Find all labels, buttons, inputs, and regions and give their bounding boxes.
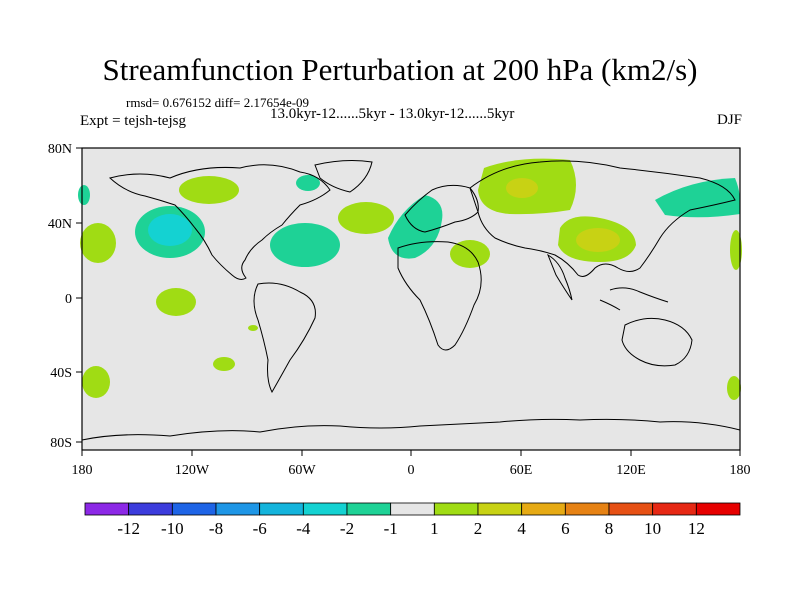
lon-tick-label: 0 bbox=[408, 463, 415, 478]
colorbar-swatch bbox=[695, 502, 741, 516]
contour-blob bbox=[270, 223, 340, 267]
contour-blob bbox=[388, 195, 443, 259]
coast-south-america bbox=[253, 282, 316, 394]
colorbar-label: -4 bbox=[296, 519, 311, 538]
contour-blob bbox=[506, 178, 538, 198]
lat-tick-label: 0 bbox=[65, 292, 72, 307]
colorbar-swatch bbox=[128, 502, 173, 516]
coast-islands bbox=[599, 287, 669, 311]
colorbar: -12 -10 -8 -6 -4 -2 -1 1 2 4 6 8 10 12 bbox=[84, 502, 741, 538]
colorbar-swatch bbox=[346, 502, 392, 516]
colorbar-label: -2 bbox=[340, 519, 354, 538]
colorbar-swatch bbox=[390, 502, 435, 516]
lon-tick-label: 180 bbox=[730, 463, 751, 478]
coast-asia bbox=[469, 160, 736, 277]
contour-blob bbox=[213, 357, 235, 371]
contour-blob bbox=[248, 325, 258, 331]
contour-blob bbox=[727, 376, 741, 400]
coast-north-america bbox=[108, 164, 331, 280]
lon-tick-label: 120W bbox=[175, 463, 210, 478]
contour-blob bbox=[450, 240, 490, 268]
colorbar-swatch bbox=[259, 502, 304, 516]
colorbar-swatch bbox=[215, 502, 261, 516]
colorbar-label: 4 bbox=[517, 519, 526, 538]
colorbar-label: -10 bbox=[161, 519, 184, 538]
contour-blob bbox=[156, 288, 196, 316]
colorbar-label: -12 bbox=[117, 519, 140, 538]
colorbar-label: -8 bbox=[209, 519, 223, 538]
experiment-label: Expt = tejsh-tejsg bbox=[80, 113, 186, 129]
lon-axis: 180 120W 60W 0 60E 120E 180 bbox=[72, 450, 751, 478]
lat-tick-label: 80S bbox=[50, 436, 72, 451]
colorbar-swatch bbox=[171, 502, 217, 516]
chart-title: Streamfunction Perturbation at 200 hPa (… bbox=[102, 52, 698, 87]
lon-tick-label: 120E bbox=[616, 463, 646, 478]
lon-tick-label: 180 bbox=[72, 463, 93, 478]
stats-label: rmsd= 0.676152 diff= 2.17654e-09 bbox=[126, 95, 310, 110]
contour-blob bbox=[80, 223, 116, 263]
lat-tick-label: 40S bbox=[50, 366, 72, 381]
colorbar-label: 8 bbox=[605, 519, 614, 538]
coast-africa bbox=[397, 241, 482, 351]
colorbar-label: 10 bbox=[644, 519, 661, 538]
contour-blob bbox=[655, 178, 741, 218]
lon-tick-label: 60E bbox=[510, 463, 533, 478]
contour-blob bbox=[338, 202, 394, 234]
coast-india bbox=[546, 253, 573, 301]
contour-blob bbox=[78, 185, 90, 205]
contour-blob bbox=[179, 176, 239, 204]
colorbar-swatch bbox=[521, 502, 566, 516]
colorbar-label: -1 bbox=[384, 519, 398, 538]
lat-axis: 80N 40N 0 40S 80S bbox=[48, 142, 82, 451]
colorbar-swatch bbox=[477, 502, 523, 516]
colorbar-swatch bbox=[302, 502, 348, 516]
contour-blob bbox=[82, 366, 110, 398]
contour-blob bbox=[576, 228, 620, 252]
coast-australia bbox=[621, 317, 693, 367]
comparison-label: 13.0kyr-12......5kyr - 13.0kyr-12......5… bbox=[270, 106, 515, 122]
colorbar-label: 6 bbox=[561, 519, 570, 538]
coastlines bbox=[81, 160, 741, 441]
lat-tick-label: 40N bbox=[48, 217, 72, 232]
lat-tick-label: 80N bbox=[48, 142, 72, 157]
colorbar-label: -6 bbox=[253, 519, 267, 538]
coast-greenland bbox=[314, 160, 373, 193]
lon-tick-label: 60W bbox=[288, 463, 316, 478]
coast-antarctica bbox=[81, 418, 741, 441]
contour-blob bbox=[148, 214, 192, 246]
colorbar-swatch bbox=[433, 502, 479, 516]
contour-blob bbox=[730, 230, 742, 270]
colorbar-label: 2 bbox=[474, 519, 483, 538]
colorbar-swatch bbox=[84, 502, 130, 516]
season-label: DJF bbox=[716, 112, 742, 128]
colorbar-label: 1 bbox=[430, 519, 439, 538]
colorbar-swatch bbox=[652, 502, 697, 516]
colorbar-swatch bbox=[564, 502, 610, 516]
colorbar-swatch bbox=[608, 502, 654, 516]
colorbar-label: 12 bbox=[688, 519, 705, 538]
contour-blob bbox=[296, 175, 320, 191]
